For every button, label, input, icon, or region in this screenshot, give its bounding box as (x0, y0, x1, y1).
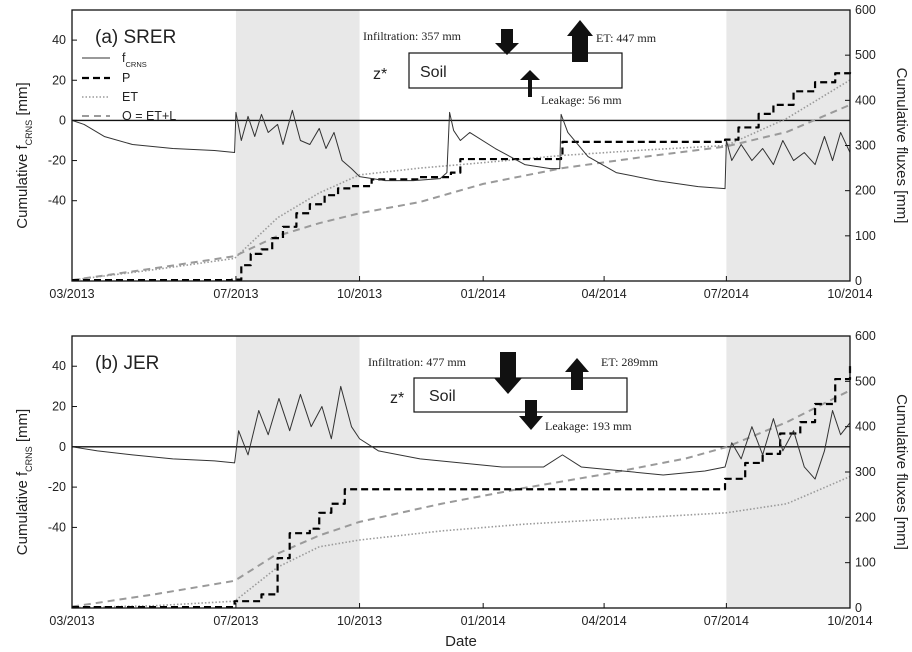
x-tick-label: 04/2014 (582, 287, 627, 301)
x-tick-label: 10/2014 (827, 614, 872, 628)
x-tick-label: 10/2014 (827, 287, 872, 301)
y-right-tick-label: 200 (855, 184, 876, 198)
y-left-axis-label-main: Cumulative f (14, 471, 31, 555)
leakage-label: Leakage: 56 mm (541, 93, 622, 107)
series-et (71, 475, 851, 609)
et-arrow-icon (567, 20, 593, 62)
y-left-tick-label: -40 (48, 194, 66, 208)
y-right-tick-label: 0 (855, 601, 862, 615)
y-left-tick-label: 20 (52, 73, 66, 87)
x-tick-label: 07/2013 (213, 614, 258, 628)
x-tick-label: 01/2014 (461, 287, 506, 301)
y-left-tick-label: 40 (52, 359, 66, 373)
panel-title: (b) JER (95, 353, 159, 374)
x-tick-label: 03/2013 (49, 614, 94, 628)
y-right-tick-label: 600 (855, 329, 876, 343)
x-tick-label: 10/2013 (337, 287, 382, 301)
y-right-tick-label: 300 (855, 139, 876, 153)
y-left-axis-label-main: Cumulative f (14, 144, 31, 228)
y-left-axis-label: Cumulative fCRNS [mm] (14, 409, 34, 555)
x-tick-label: 04/2014 (582, 614, 627, 628)
legend-label-main: O = ET+L (122, 109, 176, 123)
soil-label: Soil (420, 64, 447, 81)
y-left-tick-label: -40 (48, 520, 66, 534)
y-right-tick-label: 500 (855, 374, 876, 388)
depth-label: z* (390, 390, 404, 407)
leakage-arrow-icon (519, 400, 543, 430)
y-right-tick-label: 100 (855, 556, 876, 570)
legend-label: P (122, 71, 130, 85)
x-tick-label: 10/2013 (337, 614, 382, 628)
x-tick-label: 07/2014 (704, 614, 749, 628)
legend-label-main: P (122, 71, 130, 85)
legend-label-main: f (122, 51, 126, 65)
series-p (72, 364, 852, 609)
water-balance-annotation: Soil z* Infiltration: 357 mm ET: 447 mm Leak… (363, 20, 657, 107)
panel-jer: 03/2013 07/2013 10/2013 01/2014 04/2014 07/20… (14, 329, 910, 650)
y-left-axis-label-unit: [mm] (14, 409, 31, 447)
legend-label: ET (122, 90, 138, 104)
y-left-tick-label: 0 (59, 113, 66, 127)
y-left-axis-label-sub: CRNS (24, 120, 34, 146)
legend-label-sub: CRNS (125, 60, 146, 69)
panel-srer: 03/2013 07/2013 10/2013 01/2014 04/2014 07/20… (14, 3, 910, 301)
et-arrow-icon (565, 358, 589, 390)
x-tick-label: 03/2013 (49, 287, 94, 301)
y-left-tick-label: 20 (52, 400, 66, 414)
et-label: ET: 289mm (601, 355, 659, 369)
series-f-crns (71, 109, 851, 190)
shaded-period-1 (235, 10, 360, 281)
leakage-arrow-icon (520, 70, 540, 97)
panel-title: (a) SRER (95, 27, 176, 48)
y-right-tick-label: 500 (855, 48, 876, 62)
shaded-period-1 (235, 336, 360, 608)
leakage-label: Leakage: 193 mm (545, 419, 632, 433)
y-right-tick-label: 300 (855, 465, 876, 479)
series-p (72, 69, 852, 282)
y-right-tick-label: 600 (855, 3, 876, 17)
infiltration-label: Infiltration: 357 mm (363, 29, 462, 43)
y-left-tick-label: 0 (59, 440, 66, 454)
infiltration-label: Infiltration: 477 mm (368, 355, 467, 369)
x-tick-label: 07/2013 (213, 287, 258, 301)
y-left-axis-label-unit: [mm] (14, 82, 31, 120)
y-left-tick-label: -20 (48, 480, 66, 494)
infiltration-arrow-icon (494, 352, 522, 394)
shaded-period-2 (726, 336, 850, 608)
series-o-et-l (71, 389, 851, 608)
et-label: ET: 447 mm (596, 31, 657, 45)
y-right-axis-label: Cumulative fluxes [mm] (893, 68, 910, 224)
infiltration-arrow-icon (495, 29, 519, 55)
legend: fCRNS P ET O = ET+L (82, 51, 176, 123)
y-right-axis-label: Cumulative fluxes [mm] (893, 394, 910, 550)
shaded-period-2 (726, 10, 850, 281)
x-tick-label: 07/2014 (704, 287, 749, 301)
y-left-tick-label: -20 (48, 154, 66, 168)
legend-label-main: ET (122, 90, 138, 104)
legend-label: fCRNS (122, 51, 147, 69)
y-left-axis-label-sub: CRNS (24, 446, 34, 472)
y-right-tick-label: 400 (855, 420, 876, 434)
y-right-tick-label: 100 (855, 229, 876, 243)
x-tick-label: 01/2014 (461, 614, 506, 628)
series-f-crns (71, 385, 851, 480)
depth-label: z* (373, 66, 387, 83)
y-right-tick-label: 400 (855, 93, 876, 107)
legend-label: O = ET+L (122, 109, 176, 123)
x-axis-label: Date (445, 633, 477, 650)
y-right-tick-label: 0 (855, 274, 862, 288)
water-balance-annotation: Soil z* Infiltration: 477 mm ET: 289mm Leaka… (368, 352, 659, 433)
soil-box (413, 377, 628, 413)
y-left-axis-label: Cumulative fCRNS [mm] (14, 82, 34, 228)
y-left-tick-label: 40 (52, 33, 66, 47)
y-right-tick-label: 200 (855, 510, 876, 524)
soil-label: Soil (429, 388, 456, 405)
